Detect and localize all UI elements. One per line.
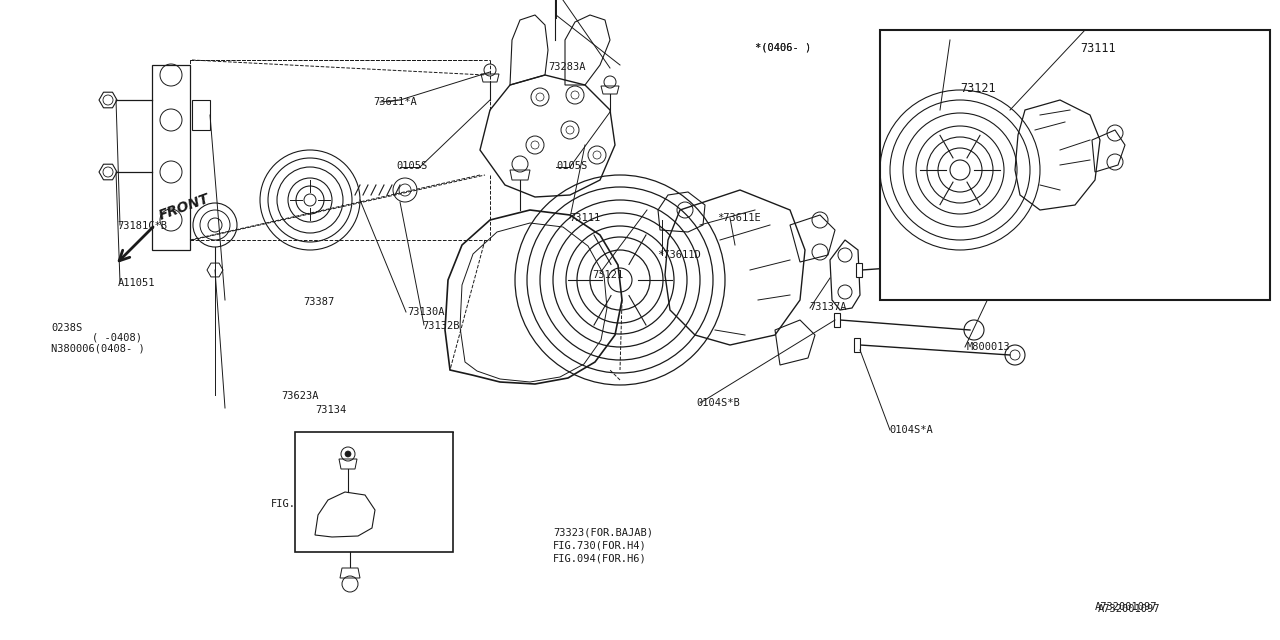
Text: 73611*A: 73611*A bbox=[374, 97, 417, 108]
Text: 0104S*A: 0104S*A bbox=[890, 425, 933, 435]
Text: 73387: 73387 bbox=[303, 297, 334, 307]
Text: 73323(FOR.BAJAB): 73323(FOR.BAJAB) bbox=[553, 527, 653, 538]
Text: ( -0408): ( -0408) bbox=[92, 333, 142, 343]
Text: 0104S*B: 0104S*B bbox=[696, 398, 740, 408]
Text: 73121: 73121 bbox=[960, 81, 996, 95]
Text: ( -0405): ( -0405) bbox=[890, 43, 940, 53]
Circle shape bbox=[346, 451, 351, 457]
Text: FRONT: FRONT bbox=[157, 192, 211, 223]
Circle shape bbox=[950, 160, 970, 180]
Text: 73121: 73121 bbox=[593, 270, 623, 280]
Bar bbox=[881, 30, 1270, 300]
Bar bbox=[294, 432, 453, 552]
Text: 73137A: 73137A bbox=[809, 302, 846, 312]
Polygon shape bbox=[99, 92, 116, 108]
Text: FIG.094(FOR.H6): FIG.094(FOR.H6) bbox=[553, 553, 646, 563]
Text: *73611E: *73611E bbox=[717, 212, 760, 223]
Text: 73111: 73111 bbox=[1082, 54, 1117, 67]
Circle shape bbox=[305, 194, 316, 206]
Bar bbox=[152, 65, 189, 250]
Text: 0105S: 0105S bbox=[397, 161, 428, 172]
Text: 73181C*B: 73181C*B bbox=[118, 221, 168, 231]
Text: *(0406- ): *(0406- ) bbox=[755, 43, 812, 53]
Text: 73132B: 73132B bbox=[422, 321, 460, 332]
Text: A11051: A11051 bbox=[118, 278, 155, 288]
Text: A732001097: A732001097 bbox=[1098, 604, 1161, 614]
Text: 73130A: 73130A bbox=[407, 307, 444, 317]
Text: A732001097: A732001097 bbox=[1094, 602, 1157, 612]
Polygon shape bbox=[602, 86, 620, 94]
Polygon shape bbox=[856, 263, 861, 277]
Text: 0105S: 0105S bbox=[557, 161, 588, 172]
Text: N380006(0408- ): N380006(0408- ) bbox=[51, 343, 145, 353]
Circle shape bbox=[608, 268, 632, 292]
Polygon shape bbox=[481, 74, 499, 82]
Polygon shape bbox=[207, 263, 223, 277]
Polygon shape bbox=[99, 164, 116, 180]
Text: 73623A: 73623A bbox=[282, 390, 319, 401]
Text: 73283A: 73283A bbox=[548, 62, 585, 72]
Polygon shape bbox=[509, 170, 530, 180]
Text: M800013: M800013 bbox=[966, 342, 1010, 352]
Text: ( -0405): ( -0405) bbox=[892, 43, 942, 53]
Text: 0238S: 0238S bbox=[51, 323, 82, 333]
Text: 73111: 73111 bbox=[570, 212, 600, 223]
Text: 73111: 73111 bbox=[1080, 42, 1116, 54]
Text: FIG.730-1: FIG.730-1 bbox=[271, 499, 328, 509]
Text: 73121: 73121 bbox=[989, 99, 1025, 112]
Polygon shape bbox=[854, 338, 860, 352]
Polygon shape bbox=[339, 459, 357, 469]
Text: FIG.730(FOR.H4): FIG.730(FOR.H4) bbox=[553, 540, 646, 550]
Text: *(0406- ): *(0406- ) bbox=[755, 43, 812, 53]
Polygon shape bbox=[835, 313, 840, 327]
Polygon shape bbox=[340, 568, 360, 578]
Text: *73611D: *73611D bbox=[657, 250, 700, 260]
Text: 73134: 73134 bbox=[315, 404, 346, 415]
